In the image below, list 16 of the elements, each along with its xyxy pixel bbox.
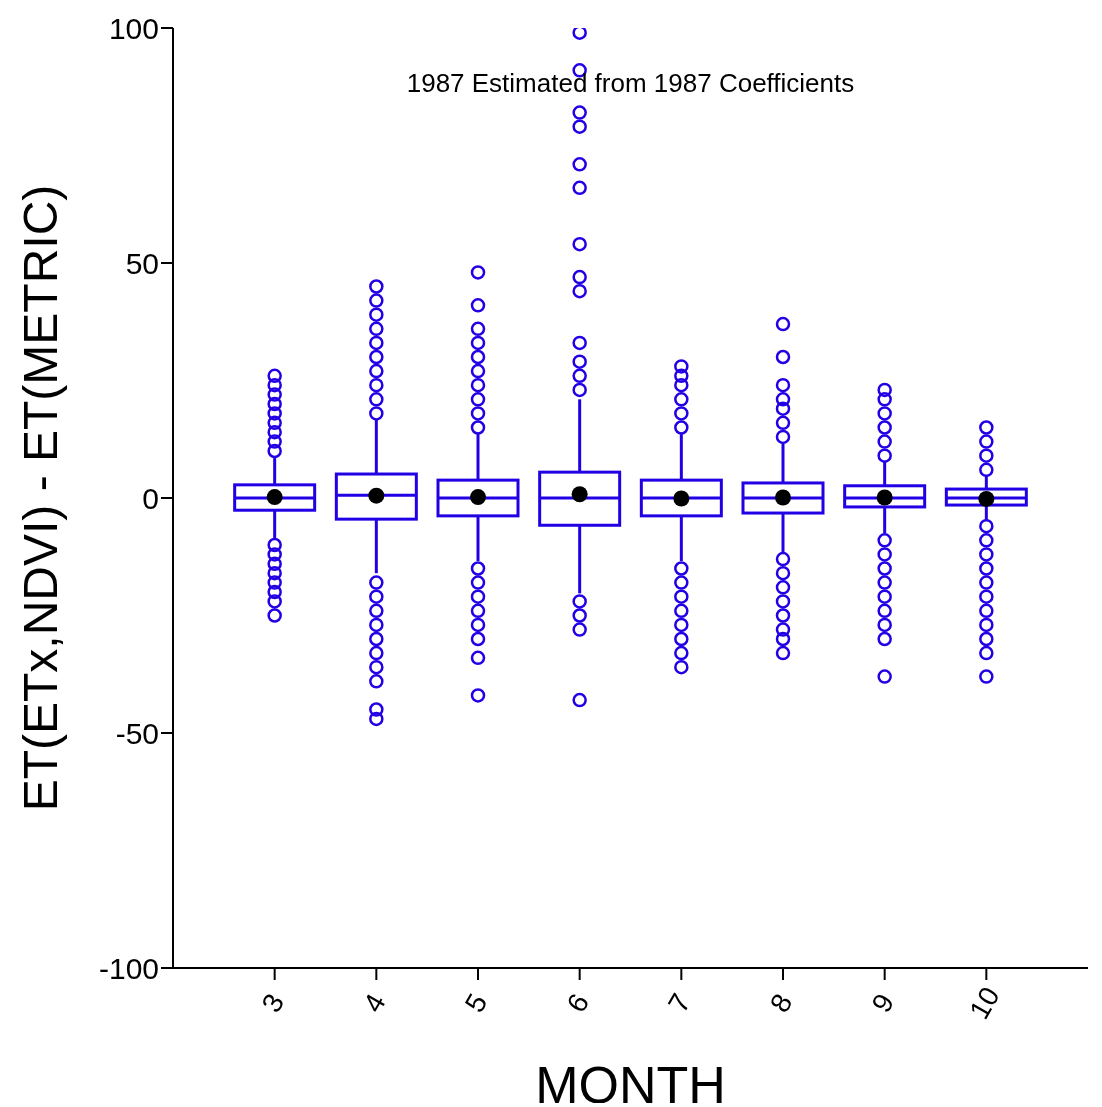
y-tick-label: 100 [108, 11, 159, 45]
x-tick-label: 4 [357, 988, 392, 1018]
y-tick-label: 50 [125, 246, 159, 280]
x-tick-label: 6 [560, 988, 596, 1018]
x-tick-label: 9 [865, 988, 901, 1018]
x-tick-label: 5 [458, 988, 494, 1018]
x-tick-label: 3 [255, 988, 291, 1018]
y-axis-title: ET(ETx,NDVI) - ET(METRIC) [14, 184, 68, 812]
x-tick-label: 8 [763, 988, 799, 1018]
x-tick-label: 7 [662, 988, 697, 1018]
y-tick-label: 0 [142, 481, 159, 515]
annotation: 1987 Estimated from 1987 Coefficients [405, 68, 856, 99]
y-tick-label: -100 [98, 951, 159, 985]
y-tick-label: -50 [115, 716, 159, 750]
x-axis-title: MONTH [535, 1056, 726, 1107]
x-tick-label: 10 [963, 981, 1006, 1025]
